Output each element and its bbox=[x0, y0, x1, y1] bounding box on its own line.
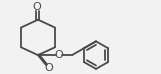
Text: O: O bbox=[33, 2, 41, 12]
Text: O: O bbox=[55, 50, 63, 60]
Text: O: O bbox=[45, 63, 53, 73]
